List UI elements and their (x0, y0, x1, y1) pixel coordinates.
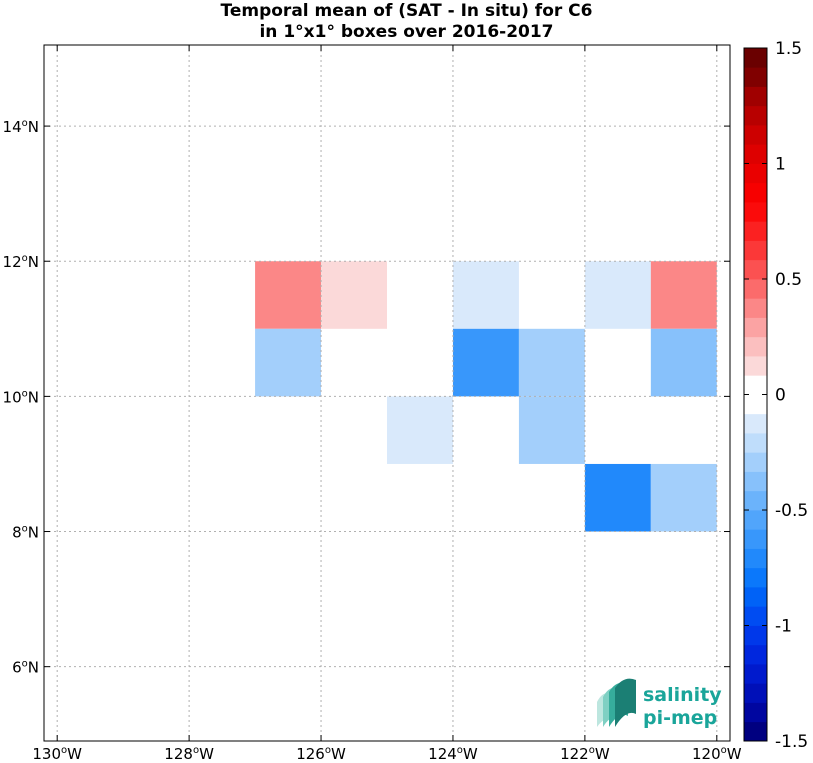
y-tick-label: 12oN (3, 253, 39, 271)
heatmap-cell (518, 328, 585, 397)
colorbar-segment (744, 413, 767, 434)
y-tick-label: 6oN (12, 659, 39, 677)
heatmap-cell (518, 396, 585, 464)
colorbar-segment (744, 298, 767, 318)
colorbar-tick-label: 1 (775, 155, 786, 175)
colorbar-segment (744, 105, 767, 126)
heatmap-cell (452, 328, 519, 397)
logo-text-salinity: salinity (643, 684, 722, 706)
colorbar-tick-label: -1 (775, 617, 792, 637)
colorbar-tick-label: -1.5 (775, 732, 808, 752)
colorbar-segment (744, 240, 767, 261)
colorbar-segment (744, 182, 767, 203)
logo-wave-icon (597, 678, 636, 727)
x-tick-label: 126oW (296, 745, 346, 763)
heatmap-cell (650, 261, 717, 329)
heatmap-cell (650, 463, 717, 532)
heatmap-cell (584, 261, 651, 329)
heatmap-cell (255, 328, 322, 397)
colorbar-segment (744, 67, 767, 87)
axis-ticks: 130oW 128oW 126oW 124oW 122oW 120oW 6oN 8oN 10oN… (3, 45, 742, 763)
colorbar-segment (744, 202, 767, 222)
colorbar-segment (744, 279, 767, 299)
colorbar-tick-label: 1.5 (775, 39, 802, 59)
colorbar-segment (744, 721, 767, 742)
colorbar-tick-label: 0 (775, 386, 786, 406)
colorbar-segment (744, 664, 767, 684)
colorbar-segment (744, 163, 767, 184)
heatmap-cell (584, 463, 651, 532)
colorbar-segment (744, 452, 767, 472)
y-tick-label: 10oN (3, 388, 39, 406)
colorbar-tick-label: -0.5 (775, 501, 808, 521)
colorbar-segment (744, 144, 767, 164)
x-tick-label: 128oW (164, 745, 214, 763)
heatmap-cell (452, 261, 519, 329)
chart-title-line-2: in 1°x1° boxes over 2016-2017 (259, 22, 554, 42)
heatmap-cells (255, 261, 717, 532)
colorbar-segment (744, 587, 767, 607)
salinity-pi-mep-logo: salinity pi-mep (597, 678, 722, 729)
colorbar-segment (744, 375, 767, 395)
plot-frame (43, 44, 731, 742)
colorbar-segment (744, 125, 767, 145)
colorbar-segment (744, 606, 767, 626)
colorbar-segment (744, 317, 767, 338)
heatmap-cell (255, 261, 322, 329)
x-tick-label: 130oW (32, 745, 82, 763)
colorbar-segment (744, 86, 767, 107)
heatmap-cell (387, 396, 453, 464)
colorbar-segment (744, 221, 767, 241)
heatmap-cell (650, 328, 717, 397)
colorbar-segment (744, 529, 767, 549)
x-tick-label: 122oW (560, 745, 610, 763)
colorbar-segment (744, 548, 767, 569)
x-tick-label: 120oW (692, 745, 742, 763)
colorbar-tick-label: 0.5 (775, 270, 802, 290)
colorbar-segment (744, 471, 767, 492)
y-tick-label: 14oN (3, 118, 39, 136)
colorbar-segment (744, 356, 767, 376)
colorbar: -1.5 -1 -0.5 0 0.5 1 1.5 (743, 39, 808, 752)
chart-title-line-1: Temporal mean of (SAT - In situ) for C6 (220, 1, 593, 21)
grid-lines (44, 45, 730, 741)
colorbar-segment (744, 644, 767, 665)
colorbar-segment (744, 625, 767, 646)
colorbar-segment (744, 702, 767, 723)
colorbar-segment (744, 48, 767, 68)
colorbar-segment (744, 510, 767, 530)
x-tick-label: 124oW (428, 745, 478, 763)
colorbar-segment (744, 336, 767, 357)
colorbar-segment (744, 433, 767, 453)
y-tick-label: 8oN (12, 524, 39, 542)
colorbar-segment (744, 490, 767, 511)
colorbar-segment (744, 259, 767, 280)
colorbar-segment (744, 394, 767, 415)
heatmap-cell (321, 261, 387, 329)
colorbar-segment (744, 683, 767, 703)
logo-text-pi-mep: pi-mep (643, 707, 717, 729)
colorbar-segment (744, 567, 767, 588)
